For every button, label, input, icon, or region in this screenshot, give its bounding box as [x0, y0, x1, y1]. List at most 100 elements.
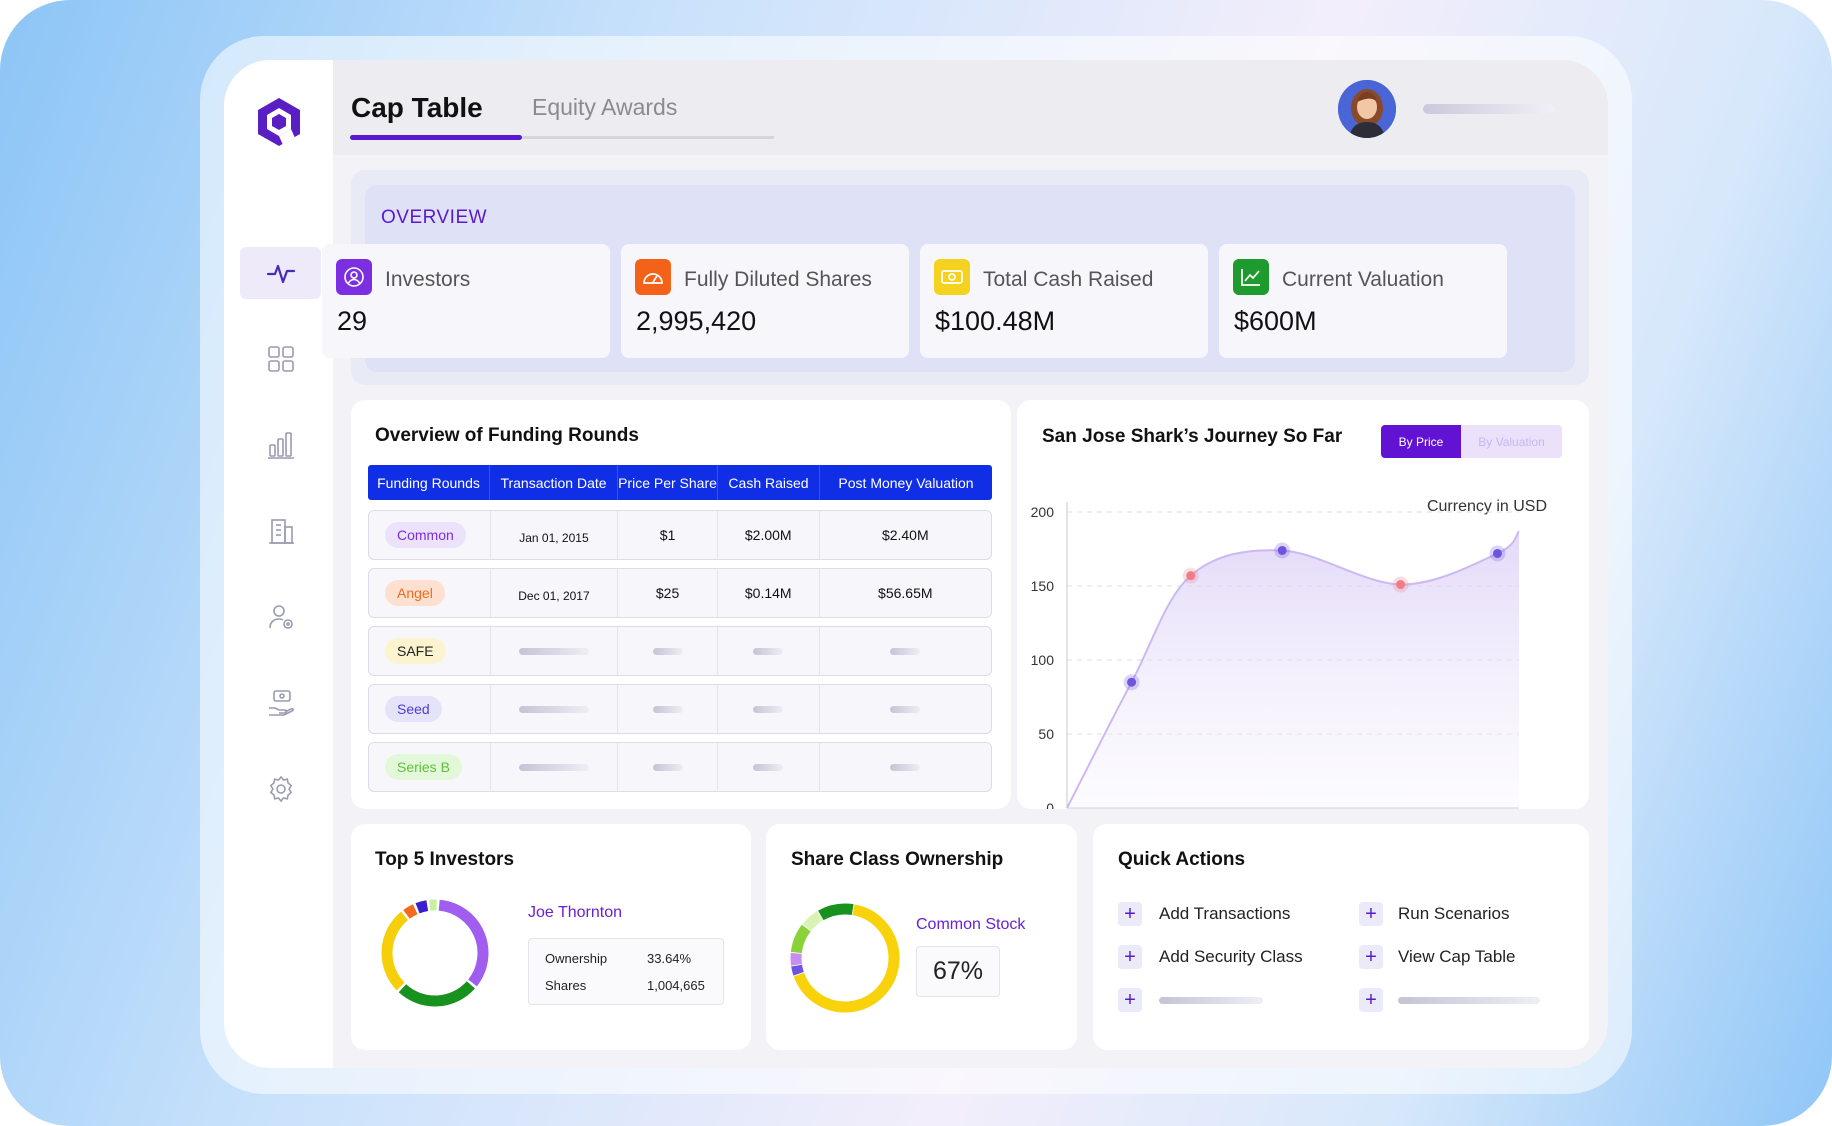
column-header[interactable]: Post Money Valuation [838, 474, 974, 491]
placeholder-bar [890, 647, 921, 655]
data-point [1492, 548, 1502, 558]
active-tab-indicator [350, 135, 522, 140]
gear-icon[interactable] [240, 763, 321, 815]
activity-icon[interactable] [240, 247, 321, 299]
building-icon[interactable] [240, 505, 321, 557]
table-row[interactable]: Angel Dec 01, 2017 $25 $0.14M $56.65M [368, 568, 992, 618]
kpi-investors[interactable]: Investors 29 [322, 244, 610, 358]
quick-actions-title: Quick Actions [1118, 849, 1246, 870]
date-cell [491, 685, 619, 733]
add-transactions-action[interactable]: Add Transactions [1159, 904, 1291, 923]
donut-segment [398, 981, 475, 1007]
donut-segment [791, 964, 804, 976]
toggle-by-valuation[interactable]: By Valuation [1461, 425, 1562, 458]
app-window: Cap Table Equity Awards OVERVIEW Investo… [224, 60, 1608, 1068]
placeholder-bar [890, 705, 921, 713]
logo-icon[interactable] [254, 96, 304, 148]
data-point [1277, 545, 1287, 555]
kpi-current-valuation[interactable]: Current Valuation $600M [1219, 244, 1507, 358]
plus-icon[interactable]: + [1359, 902, 1383, 926]
tab-cap-table[interactable]: Cap Table [351, 92, 483, 123]
kpi-fully-diluted-shares[interactable]: Fully Diluted Shares 2,995,420 [621, 244, 909, 358]
placeholder-bar [652, 763, 683, 771]
series-area [1067, 531, 1519, 808]
placeholder-bar [1159, 997, 1263, 1004]
table-row[interactable]: Seed [368, 684, 992, 734]
user-circle-icon [336, 259, 372, 295]
kpi-value: 29 [337, 306, 368, 336]
run-scenarios-action[interactable]: Run Scenarios [1398, 904, 1510, 923]
investors-donut-chart[interactable] [380, 898, 490, 1008]
y-tick-label: 150 [1031, 578, 1055, 594]
sidebar [224, 60, 333, 1068]
placeholder-bar [518, 647, 589, 655]
user-settings-icon[interactable] [240, 591, 321, 643]
table-row[interactable]: Common Jan 01, 2015 $1 $2.00M $2.40M [368, 510, 992, 560]
toggle-by-price[interactable]: By Price [1381, 425, 1461, 458]
kpi-value: 2,995,420 [636, 306, 757, 336]
y-tick-label: 0 [1046, 800, 1054, 809]
kpi-value: $100.48M [935, 306, 1056, 336]
round-badge: Seed [385, 696, 442, 722]
view-cap-table-action[interactable]: View Cap Table [1398, 947, 1516, 966]
share-class-value: 67% [916, 946, 1000, 997]
cash-cell [718, 627, 820, 675]
ownership-label: Ownership [545, 951, 608, 966]
column-header[interactable]: Funding Rounds [368, 465, 490, 500]
placeholder-bar [518, 705, 589, 713]
add-security-class-action[interactable]: Add Security Class [1159, 947, 1303, 966]
plus-icon[interactable]: + [1359, 945, 1383, 969]
line-chart: Currency in USD 050100150200201520172019… [1031, 498, 1547, 809]
journey-chart-card: San Jose Shark’s Journey So Far By Price… [1017, 400, 1589, 809]
round-cell: Series B [369, 743, 491, 791]
table-row[interactable]: SAFE [368, 626, 992, 676]
funding-table-header: Funding Rounds Transaction Date Price Pe… [368, 465, 992, 500]
placeholder-bar [652, 647, 683, 655]
top-investors-title: Top 5 Investors [375, 849, 515, 870]
bar-chart-icon[interactable] [240, 419, 321, 471]
kpi-total-cash-raised[interactable]: Total Cash Raised $100.48M [920, 244, 1208, 358]
placeholder-bar [518, 763, 589, 771]
date-cell [491, 743, 619, 791]
shares-value: 1,004,665 [647, 978, 705, 993]
price-cell: $1 [618, 511, 718, 559]
share-class-label[interactable]: Common Stock [916, 916, 1026, 933]
plus-icon[interactable]: + [1118, 902, 1142, 926]
top-investors-card: Top 5 Investors Joe Thornton Ownership 3… [351, 824, 751, 1050]
investor-name[interactable]: Joe Thornton [528, 904, 622, 921]
round-cell: Angel [369, 569, 491, 617]
donut-segment [802, 911, 824, 931]
quick-actions-card: Quick Actions + Add Transactions + Run S… [1093, 824, 1589, 1050]
share-class-title: Share Class Ownership [791, 849, 1004, 870]
cash-icon [934, 259, 970, 295]
data-point [1186, 571, 1196, 581]
round-badge: Series B [385, 754, 462, 780]
gauge-icon [635, 259, 671, 295]
y-tick-label: 100 [1031, 652, 1055, 668]
date-cell: Jan 01, 2015 [491, 511, 619, 559]
avatar[interactable] [1338, 80, 1396, 138]
placeholder-bar [890, 763, 921, 771]
data-point [1127, 677, 1137, 687]
table-row[interactable]: Series B [368, 742, 992, 792]
ownership-value: 33.64% [647, 951, 692, 966]
overview-title: OVERVIEW [381, 207, 488, 228]
plus-icon[interactable]: + [1118, 988, 1142, 1012]
column-header[interactable]: Price Per Share [618, 465, 718, 500]
price-cell [618, 743, 718, 791]
date-cell: Dec 01, 2017 [491, 569, 619, 617]
donut-segment [381, 911, 409, 991]
share-class-donut-chart[interactable] [789, 902, 901, 1014]
plus-icon[interactable]: + [1118, 945, 1142, 969]
valuation-cell: $2.40M [881, 527, 929, 543]
column-header[interactable]: Cash Raised [718, 465, 820, 500]
tab-track [350, 136, 774, 139]
hand-money-icon[interactable] [240, 677, 321, 729]
grid-icon[interactable] [240, 333, 321, 385]
plus-icon[interactable]: + [1359, 988, 1383, 1012]
column-header[interactable]: Transaction Date [490, 465, 618, 500]
tab-equity-awards[interactable]: Equity Awards [532, 94, 678, 120]
placeholder-bar [1398, 997, 1540, 1004]
price-cell: $25 [618, 569, 718, 617]
shares-label: Shares [545, 978, 587, 993]
